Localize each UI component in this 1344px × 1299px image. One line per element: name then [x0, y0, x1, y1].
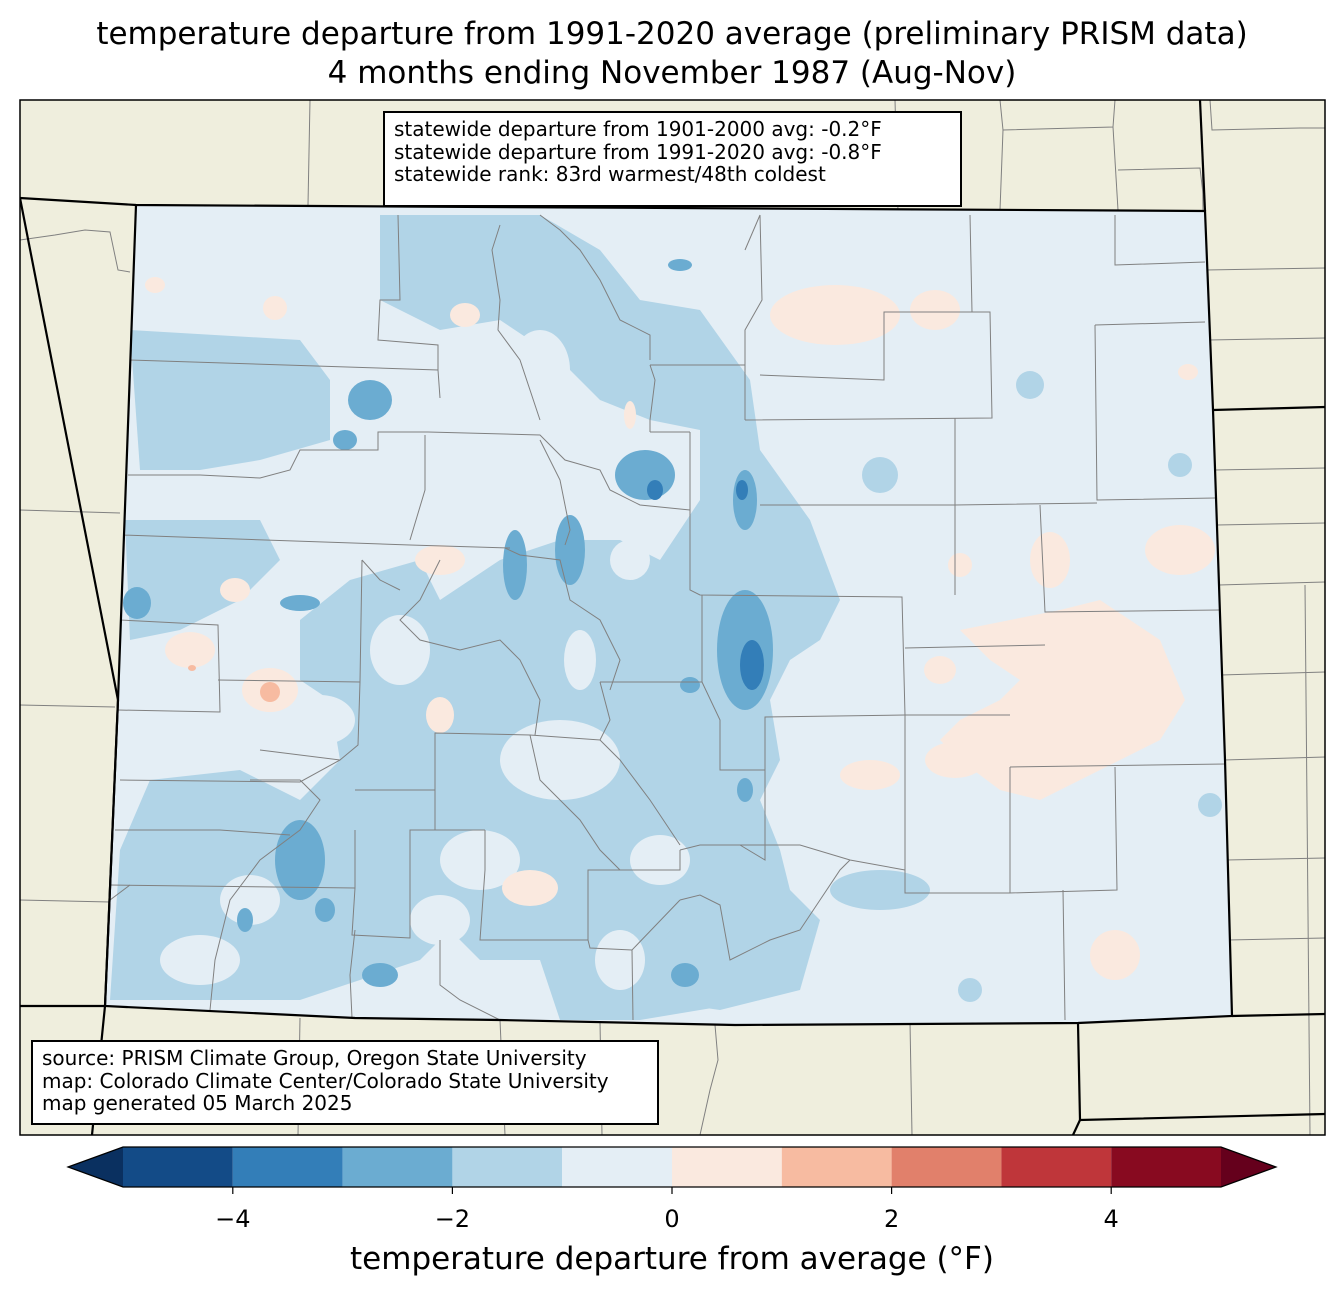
warm-anomaly-areas	[145, 277, 1215, 980]
warmer-anomaly-areas	[188, 665, 280, 702]
colorbar-bin-6	[781, 1147, 892, 1187]
colorado-county-lines	[109, 214, 1226, 1021]
colorbar-bin-2	[342, 1147, 453, 1187]
colorbar-bin-8	[1001, 1147, 1112, 1187]
colorbar-outline	[66, 1146, 1278, 1188]
coldest-anomaly-areas	[647, 480, 764, 690]
colorbar-tick-label: −2	[434, 1205, 471, 1233]
colorbar-over-arrow	[1221, 1147, 1276, 1187]
stats-departure-1901-2000: statewide departure from 1901-2000 avg: …	[394, 117, 882, 141]
map-frame	[19, 99, 1326, 1136]
neighbor-county-lines	[20, 100, 1325, 1135]
colorbar-bin-7	[891, 1147, 1002, 1187]
colorbar-tick-label: 4	[1103, 1205, 1119, 1233]
colorbar-tick-label: −4	[215, 1205, 251, 1233]
temperature-field	[105, 205, 1232, 1025]
source-credit-box: source: PRISM Climate Group, Oregon Stat…	[31, 1040, 659, 1125]
map-subtitle: 4 months ending November 1987 (Aug-Nov)	[327, 55, 1017, 91]
colorbar-tick-label: 0	[664, 1205, 680, 1233]
colorbar-bin-1	[232, 1147, 343, 1187]
stats-departure-1991-2020: statewide departure from 1991-2020 avg: …	[394, 139, 882, 164]
map-title: temperature departure from 1991-2020 ave…	[96, 16, 1248, 52]
map-credit-line: map: Colorado Climate Center/Colorado St…	[42, 1068, 609, 1093]
generated-date-line: map generated 05 March 2025	[42, 1091, 353, 1115]
colorbar	[66, 1146, 1278, 1194]
source-line: source: PRISM Climate Group, Oregon Stat…	[42, 1046, 587, 1070]
colorbar-bin-0	[123, 1147, 233, 1187]
colorbar-under-arrow	[68, 1147, 123, 1187]
colorbar-bin-4	[562, 1147, 672, 1187]
colorbar-bin-5	[672, 1147, 782, 1187]
statewide-stats-box: statewide departure from 1901-2000 avg: …	[383, 111, 962, 207]
colorbar-bin-3	[452, 1147, 563, 1187]
colorbar-label: temperature departure from average (°F)	[350, 1241, 994, 1277]
stats-rank: statewide rank: 83rd warmest/48th coldes…	[394, 162, 826, 186]
colorbar-tick-label: 2	[883, 1205, 900, 1233]
colorbar-bin-9	[1111, 1147, 1221, 1187]
